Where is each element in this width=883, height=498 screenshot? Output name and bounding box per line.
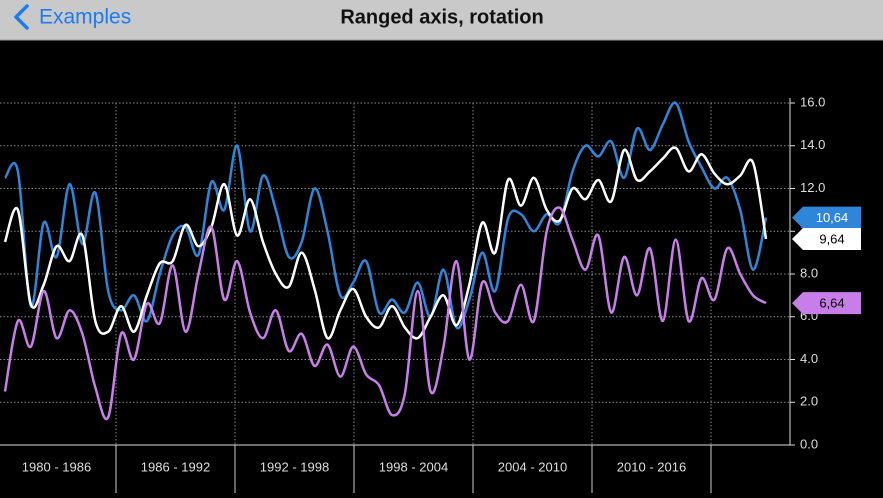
back-button[interactable]: Examples [39, 6, 131, 29]
series-line [3, 146, 768, 340]
nav-bar [0, 0, 883, 40]
y-tick-label: 16.0 [800, 94, 825, 109]
y-tick-label: 0.0 [800, 436, 818, 451]
series-line [3, 206, 767, 421]
value-label: 6,64 [819, 296, 844, 311]
x-range-label: 2004 - 2010 [498, 459, 567, 474]
value-badge [792, 227, 861, 250]
y-tick-label: 14.0 [800, 137, 825, 152]
y-tick-label: 8.0 [800, 265, 818, 280]
x-range-label: 1998 - 2004 [379, 459, 448, 474]
back-chevron[interactable] [14, 4, 29, 30]
x-range-label: 1980 - 1986 [22, 459, 91, 474]
x-range-label: 1992 - 1998 [260, 459, 329, 474]
series-line [3, 101, 768, 330]
x-range-label: 1986 - 1992 [141, 459, 210, 474]
value-badge [792, 292, 861, 315]
value-label: 10,64 [816, 210, 849, 225]
y-tick-label: 2.0 [800, 394, 818, 409]
x-range-label: 2010 - 2016 [617, 459, 686, 474]
y-tick-label: 12.0 [800, 180, 825, 195]
value-label: 9,64 [819, 231, 844, 246]
value-badge [792, 206, 861, 229]
y-tick-label: 4.0 [800, 351, 818, 366]
nav-title: Ranged axis, rotation [340, 6, 543, 28]
